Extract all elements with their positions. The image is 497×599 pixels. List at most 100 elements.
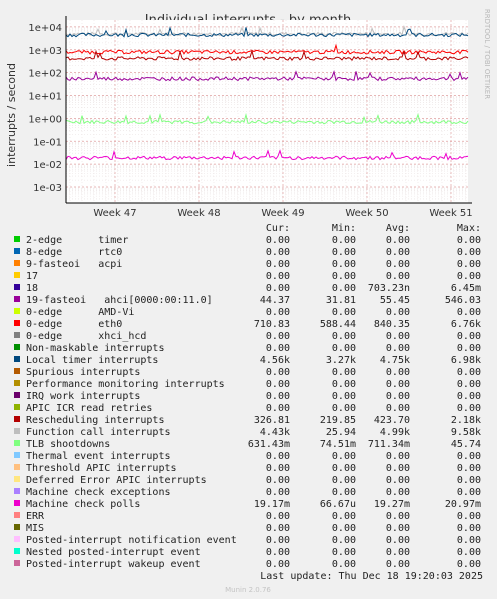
legend-column-header: Avg: bbox=[386, 223, 410, 234]
legend-value-max: 45.74 bbox=[451, 439, 481, 450]
legend-value-max: 0.00 bbox=[457, 475, 481, 486]
legend-value-max: 0.00 bbox=[457, 463, 481, 474]
legend-swatch bbox=[14, 368, 20, 374]
legend-series-name: Rescheduling interrupts bbox=[26, 415, 164, 426]
legend-value-max: 0.00 bbox=[457, 379, 481, 390]
series-line bbox=[65, 26, 469, 38]
rrdtool-watermark: RRDTOOL / TOBI OETIKER bbox=[483, 9, 491, 99]
legend-value-cur: 0.00 bbox=[266, 379, 290, 390]
legend-swatch bbox=[14, 296, 20, 302]
legend-series-name: APIC ICR read retries bbox=[26, 403, 152, 414]
legend-value-avg: 55.45 bbox=[380, 295, 410, 306]
legend-series-name: 2-edge timer bbox=[26, 235, 128, 246]
legend-value-cur: 0.00 bbox=[266, 463, 290, 474]
legend-value-max: 546.03 bbox=[445, 295, 481, 306]
y-tick-label: 1e+02 bbox=[28, 69, 62, 80]
legend-value-min: 0.00 bbox=[332, 259, 356, 270]
legend-series-name: Local timer interrupts bbox=[26, 355, 158, 366]
legend-value-avg: 840.35 bbox=[374, 319, 410, 330]
legend-value-min: 3.27k bbox=[326, 355, 356, 366]
legend-value-max: 0.00 bbox=[457, 391, 481, 402]
legend-value-cur: 4.43k bbox=[260, 427, 290, 438]
legend-value-max: 0.00 bbox=[457, 235, 481, 246]
x-tick-label: Week 51 bbox=[429, 208, 472, 219]
y-tick-label: 1e-02 bbox=[33, 160, 62, 171]
legend-swatch bbox=[14, 500, 20, 506]
legend-value-avg: 0.00 bbox=[386, 451, 410, 462]
y-tick-label: 1e-03 bbox=[33, 183, 62, 194]
legend-value-min: 0.00 bbox=[332, 475, 356, 486]
legend-value-cur: 0.00 bbox=[266, 403, 290, 414]
legend-value-avg: 703.23n bbox=[368, 283, 410, 294]
axes bbox=[65, 16, 472, 204]
legend-swatch bbox=[14, 380, 20, 386]
legend-series-name: Posted-interrupt notification event bbox=[26, 535, 237, 546]
legend-value-avg: 0.00 bbox=[386, 487, 410, 498]
legend-value-min: 0.00 bbox=[332, 547, 356, 558]
legend-value-avg: 0.00 bbox=[386, 391, 410, 402]
x-tick-label: Week 50 bbox=[345, 208, 388, 219]
legend-series-name: Non-maskable interrupts bbox=[26, 343, 164, 354]
legend-value-cur: 19.17m bbox=[254, 499, 290, 510]
legend-swatch bbox=[14, 440, 20, 446]
legend-series-name: 8-edge rtc0 bbox=[26, 247, 122, 258]
legend-value-min: 0.00 bbox=[332, 247, 356, 258]
munin-version: Munin 2.0.76 bbox=[225, 586, 271, 594]
legend-value-max: 0.00 bbox=[457, 451, 481, 462]
y-axis-label: interrupts / second bbox=[5, 63, 18, 167]
legend-series-name: 17 bbox=[26, 271, 38, 282]
legend-value-max: 0.00 bbox=[457, 487, 481, 498]
legend-value-min: 0.00 bbox=[332, 343, 356, 354]
legend-value-max: 0.00 bbox=[457, 259, 481, 270]
series-line bbox=[65, 49, 469, 62]
series-line bbox=[65, 112, 469, 125]
legend-series-name: ERR bbox=[26, 511, 45, 522]
legend-series-name: Machine check exceptions bbox=[26, 487, 171, 498]
legend-value-cur: 326.81 bbox=[254, 415, 290, 426]
legend-swatch bbox=[14, 416, 20, 422]
legend-value-min: 66.67u bbox=[320, 499, 356, 510]
y-tick-label: 1e+04 bbox=[28, 23, 62, 34]
legend-value-min: 0.00 bbox=[332, 487, 356, 498]
legend-series-name: Function call interrupts bbox=[26, 427, 171, 438]
legend-swatch bbox=[14, 524, 20, 530]
legend-value-max: 0.00 bbox=[457, 511, 481, 522]
legend-value-min: 0.00 bbox=[332, 451, 356, 462]
legend-value-cur: 0.00 bbox=[266, 343, 290, 354]
legend-series-name: 0-edge AMD-Vi bbox=[26, 307, 134, 318]
legend-swatch bbox=[14, 356, 20, 362]
legend-series-name: Deferred Error APIC interrupts bbox=[26, 475, 207, 486]
legend-value-min: 0.00 bbox=[332, 379, 356, 390]
legend-value-avg: 0.00 bbox=[386, 475, 410, 486]
legend-value-min: 0.00 bbox=[332, 271, 356, 282]
legend-swatch bbox=[14, 464, 20, 470]
legend-series-name: Spurious interrupts bbox=[26, 367, 140, 378]
series-lines bbox=[65, 25, 469, 161]
legend-value-min: 0.00 bbox=[332, 391, 356, 402]
legend-series-name: 19-fasteoi ahci[0000:00:11.0] bbox=[26, 295, 213, 306]
legend-value-cur: 0.00 bbox=[266, 451, 290, 462]
legend-value-min: 588.44 bbox=[320, 319, 356, 330]
series-line bbox=[65, 149, 469, 161]
legend-value-cur: 0.00 bbox=[266, 235, 290, 246]
legend-series-name: Threshold APIC interrupts bbox=[26, 463, 177, 474]
x-tick-labels: Week 47 Week 48 Week 49 Week 50 Week 51 bbox=[93, 208, 472, 219]
legend-value-max: 0.00 bbox=[457, 559, 481, 570]
legend-value-cur: 0.00 bbox=[266, 271, 290, 282]
y-tick-label: 1e+03 bbox=[28, 46, 62, 57]
legend-value-max: 0.00 bbox=[457, 523, 481, 534]
legend-value-cur: 631.43m bbox=[248, 439, 290, 450]
legend-value-min: 0.00 bbox=[332, 331, 356, 342]
series-line bbox=[65, 69, 469, 82]
legend-swatch bbox=[14, 284, 20, 290]
legend-value-avg: 0.00 bbox=[386, 307, 410, 318]
legend-value-cur: 0.00 bbox=[266, 367, 290, 378]
legend-value-avg: 0.00 bbox=[386, 367, 410, 378]
legend-value-max: 0.00 bbox=[457, 547, 481, 558]
legend-series-name: TLB shootdowns bbox=[26, 439, 110, 450]
legend-value-min: 0.00 bbox=[332, 535, 356, 546]
legend-value-max: 2.18k bbox=[451, 415, 481, 426]
legend-value-cur: 0.00 bbox=[266, 523, 290, 534]
legend-swatch bbox=[14, 488, 20, 494]
legend-value-cur: 0.00 bbox=[266, 547, 290, 558]
